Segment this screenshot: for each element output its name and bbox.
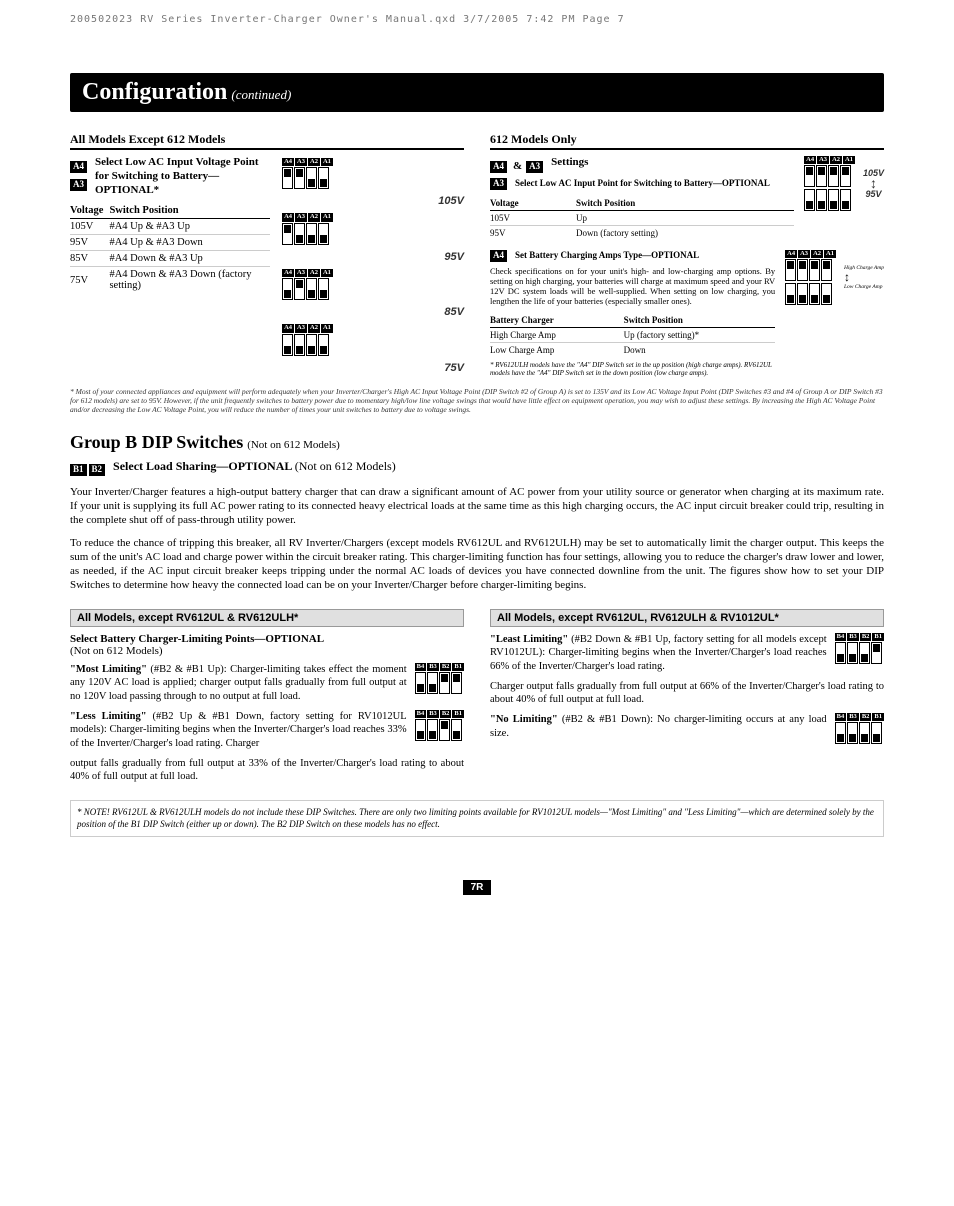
dip-a4: A4 xyxy=(70,161,87,173)
no-limiting: B4B3B2B1 "No Limiting" (#B2 & #B1 Down):… xyxy=(490,713,884,740)
right-settings-head: A4 & A3 Settings xyxy=(490,156,794,174)
group-b-sub: (Not on 612 Models) xyxy=(247,439,340,451)
table-row: 95VDown (factory setting) xyxy=(490,225,794,240)
left-subhead: A4A3 Select Low AC Input Voltage Point f… xyxy=(70,156,270,197)
group-b-p2: To reduce the chance of tripping this br… xyxy=(70,536,884,593)
least-limiting: B4B3B2B1 "Least Limiting" (#B2 Down & #B… xyxy=(490,633,884,674)
right-column: 612 Models Only A4 & A3 Settings A3 Sele… xyxy=(490,130,884,377)
most-limiting: B4B3B2B1 "Most Limiting" (#B2 & #B1 Up):… xyxy=(70,663,464,704)
left-subsec-head: Select Battery Charger-Limiting Points—O… xyxy=(70,633,464,657)
less-limiting: B4B3B2B1 "Less Limiting" (#B2 Up & #B1 D… xyxy=(70,710,464,751)
left-column: All Models Except 612 Models A4A3 Select… xyxy=(70,130,464,377)
bottom-note: * NOTE! RV612UL & RV612ULH models do not… xyxy=(70,800,884,837)
dip-a3-label: A3 xyxy=(490,178,507,190)
left-section-bar: All Models Except 612 Models xyxy=(70,130,464,150)
table-row: 105V#A4 Up & #A3 Up xyxy=(70,219,270,235)
page-number: 7R xyxy=(462,877,492,895)
battery-charger-table: Battery ChargerSwitch Position High Char… xyxy=(490,313,775,357)
group-b-title: Group B DIP Switches xyxy=(70,432,243,452)
section-banner: Configuration (continued) xyxy=(70,73,884,112)
table-row: 95V#A4 Up & #A3 Down xyxy=(70,235,270,251)
group-b-p1: Your Inverter/Charger features a high-ou… xyxy=(70,485,884,528)
right-section-bar: 612 Models Only xyxy=(490,130,884,150)
dip-a4-label: A4 xyxy=(490,250,507,262)
t2-footnote: * RV612ULH models have the "A4" DIP Swit… xyxy=(490,361,775,377)
left-voltage-table: VoltageSwitch Position 105V#A4 Up & #A3 … xyxy=(70,203,270,293)
table-row: 105VUp xyxy=(490,210,794,225)
banner-continued: (continued) xyxy=(231,87,291,102)
banner-title: Configuration xyxy=(82,79,227,105)
right-fig-2: A4A3A2A1 High Charge Amp↕Low Charge Amp xyxy=(785,250,884,305)
least-limiting-cont: Charger output falls gradually from full… xyxy=(490,680,884,707)
file-header: 200502023 RV Series Inverter-Charger Own… xyxy=(70,14,884,25)
a4-body-text: Check specifications on for your unit's … xyxy=(490,266,775,307)
table-row: High Charge AmpUp (factory setting)* xyxy=(490,327,775,342)
less-limiting-cont: output falls gradually from full output … xyxy=(70,757,464,784)
right-fig-1: A4A3A2A1 105V↕95V xyxy=(804,156,884,211)
dip-a3: A3 xyxy=(70,179,87,191)
table-row: 85V#A4 Down & #A3 Up xyxy=(70,251,270,267)
main-footnote: * Most of your connected appliances and … xyxy=(70,387,884,414)
gray-bar-right: All Models, except RV612UL, RV612ULH & R… xyxy=(490,609,884,627)
gray-bar-left: All Models, except RV612UL & RV612ULH* xyxy=(70,609,464,627)
table-row: 75V#A4 Down & #A3 Down (factory setting) xyxy=(70,267,270,294)
table-row: Low Charge AmpDown xyxy=(490,342,775,357)
right-voltage-table: VoltageSwitch Position 105VUp 95VDown (f… xyxy=(490,196,794,240)
dip-figure-stack: A4A3A2A1 105V A4A3A2A1 95V xyxy=(282,158,464,374)
